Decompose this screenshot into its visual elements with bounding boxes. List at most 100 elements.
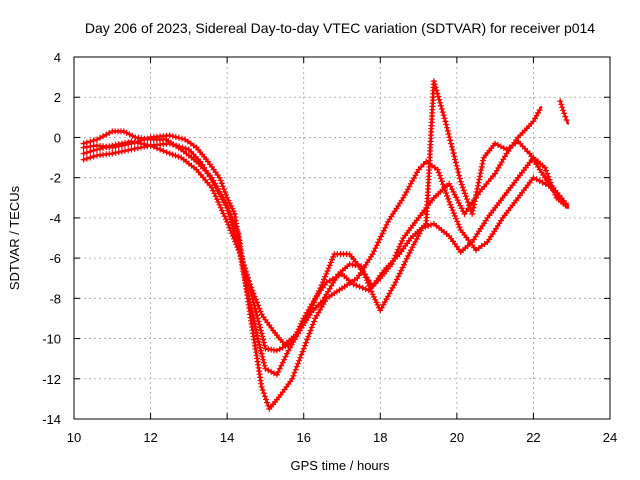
data-point	[255, 318, 262, 325]
data-point	[258, 350, 265, 357]
data-point	[545, 173, 552, 180]
data-point	[431, 81, 438, 88]
data-point	[433, 87, 440, 94]
data-point	[224, 194, 231, 201]
y-tick-label: 2	[54, 90, 61, 105]
data-point	[395, 246, 402, 253]
data-point	[122, 141, 128, 148]
data-point	[216, 174, 223, 181]
data-point	[478, 163, 485, 170]
data-point	[141, 136, 148, 143]
data-point	[242, 277, 249, 284]
data-point	[251, 320, 258, 327]
data-point	[560, 107, 567, 114]
data-point	[330, 253, 337, 260]
data-point	[297, 354, 304, 361]
data-point	[321, 276, 327, 283]
data-point	[87, 154, 94, 161]
data-point	[327, 259, 334, 266]
data-point	[450, 150, 457, 157]
data-point	[456, 175, 463, 182]
data-point	[305, 333, 312, 340]
data-point	[306, 330, 313, 337]
data-point	[80, 156, 87, 163]
data-point	[448, 140, 454, 147]
data-point	[397, 240, 404, 247]
data-point	[438, 178, 445, 185]
data-point	[561, 110, 568, 117]
data-point	[216, 201, 223, 208]
data-point	[447, 137, 454, 144]
data-point	[296, 357, 303, 364]
data-point	[112, 149, 119, 156]
data-point	[454, 218, 461, 225]
y-tick-label: -14	[42, 412, 61, 427]
data-point	[308, 305, 315, 312]
data-point	[253, 309, 260, 316]
data-point	[293, 363, 300, 370]
data-point	[458, 181, 465, 188]
data-point	[260, 359, 267, 366]
data-point	[457, 178, 464, 185]
data-point	[256, 321, 263, 328]
data-point	[446, 198, 453, 205]
data-point	[260, 339, 267, 346]
data-point	[122, 147, 128, 154]
data-point	[359, 284, 366, 291]
data-point	[450, 210, 457, 217]
data-point	[80, 150, 87, 157]
data-point	[264, 399, 271, 406]
data-point	[260, 390, 267, 397]
y-axis-label: SDTVAR / TECUs	[7, 185, 22, 290]
data-point	[432, 84, 439, 91]
data-point	[240, 268, 247, 275]
data-point	[530, 174, 537, 181]
data-point	[295, 360, 301, 367]
data-point	[228, 202, 234, 209]
data-point	[399, 237, 405, 244]
data-point	[258, 383, 265, 390]
data-point	[437, 175, 444, 182]
y-tick-label: 4	[54, 50, 61, 65]
data-point	[454, 197, 461, 204]
data-point	[259, 333, 266, 340]
data-point	[370, 294, 377, 300]
data-point	[544, 170, 551, 177]
data-point	[257, 308, 264, 315]
data-point	[144, 135, 151, 142]
data-point	[125, 147, 132, 154]
y-tick-label: -6	[49, 251, 61, 266]
data-point	[356, 283, 363, 290]
chart-title: Day 206 of 2023, Sidereal Day-to-day VTE…	[85, 20, 595, 36]
data-point	[323, 270, 330, 277]
data-point	[309, 321, 316, 328]
data-point	[439, 109, 446, 116]
data-point	[254, 335, 261, 342]
data-point	[438, 102, 444, 109]
data-point	[453, 162, 460, 169]
data-point	[456, 172, 463, 179]
data-point	[442, 118, 449, 125]
data-point	[256, 341, 263, 348]
data-point	[445, 195, 452, 202]
data-point	[226, 200, 233, 207]
data-point	[436, 172, 443, 179]
data-point	[106, 130, 113, 136]
data-point	[313, 293, 320, 300]
data-point	[250, 299, 257, 306]
data-point	[447, 201, 454, 208]
data-point	[221, 213, 228, 220]
data-point	[365, 277, 372, 284]
data-point	[138, 137, 144, 144]
x-tick-label: 10	[67, 430, 81, 445]
data-point	[254, 315, 261, 322]
data-point	[260, 336, 267, 343]
data-point	[134, 145, 141, 152]
data-point	[255, 338, 262, 345]
y-tick-label: -4	[49, 211, 61, 226]
data-point	[257, 327, 264, 334]
data-point	[474, 182, 481, 189]
data-point	[253, 329, 260, 336]
data-point	[100, 133, 107, 140]
